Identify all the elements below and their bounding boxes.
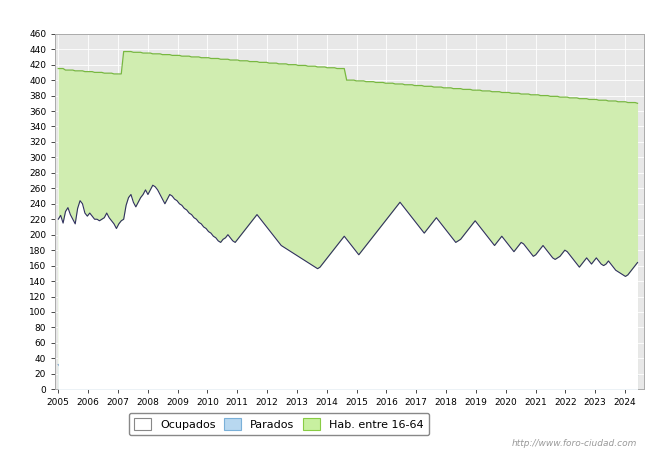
Legend: Ocupados, Parados, Hab. entre 16-64: Ocupados, Parados, Hab. entre 16-64 [129,413,429,435]
Text: http://www.foro-ciudad.com: http://www.foro-ciudad.com [512,439,637,448]
Text: Higuera de Calatrava - Evolucion de la poblacion en edad de Trabajar Mayo de 202: Higuera de Calatrava - Evolucion de la p… [47,10,603,22]
